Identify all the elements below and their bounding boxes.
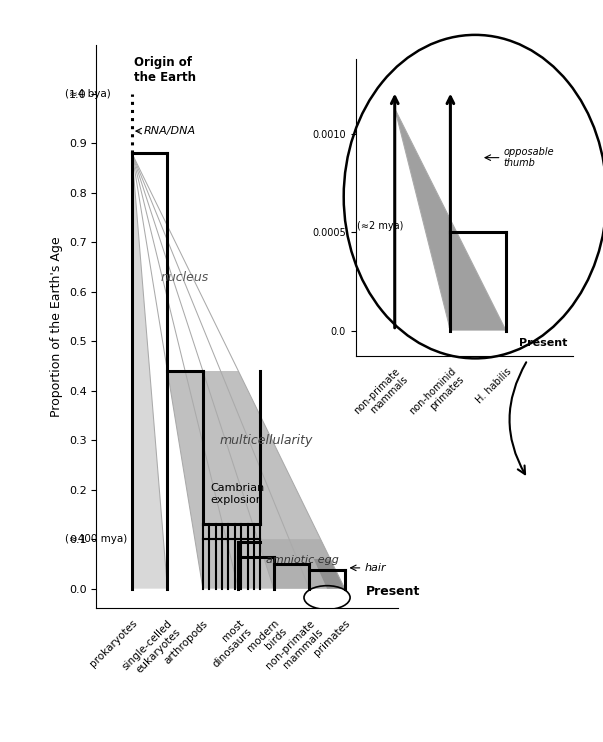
Polygon shape: [168, 371, 345, 588]
Text: (≈4 bya): (≈4 bya): [65, 89, 110, 99]
Text: nucleus: nucleus: [161, 271, 209, 283]
Polygon shape: [132, 154, 168, 588]
Text: amniotic egg: amniotic egg: [266, 556, 339, 565]
Text: Present: Present: [519, 338, 567, 349]
Polygon shape: [314, 559, 345, 588]
Text: Cambrian
explosion: Cambrian explosion: [210, 483, 264, 505]
Text: Origin of
the Earth: Origin of the Earth: [134, 56, 196, 84]
Text: multicellularity: multicellularity: [220, 434, 314, 447]
Text: (≈400 mya): (≈400 mya): [65, 534, 127, 544]
Text: opposable
thumb: opposable thumb: [504, 147, 554, 168]
Y-axis label: Proportion of the Earth's Age: Proportion of the Earth's Age: [51, 236, 63, 417]
Text: (≈2 mya): (≈2 mya): [357, 221, 403, 232]
Text: RNA/DNA: RNA/DNA: [144, 126, 195, 136]
Text: hair: hair: [364, 563, 386, 573]
Polygon shape: [395, 108, 506, 331]
Polygon shape: [257, 539, 345, 588]
Text: Present: Present: [366, 585, 420, 597]
